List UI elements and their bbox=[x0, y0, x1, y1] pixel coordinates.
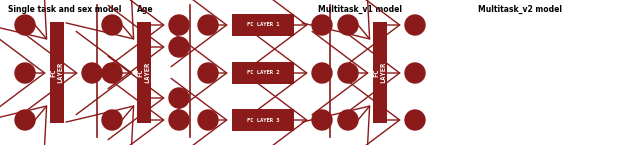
Circle shape bbox=[198, 15, 218, 35]
Text: FC
LAYER: FC LAYER bbox=[51, 62, 63, 83]
Circle shape bbox=[169, 110, 189, 130]
Circle shape bbox=[312, 15, 332, 35]
Text: FC
LAYER: FC LAYER bbox=[138, 62, 150, 83]
Circle shape bbox=[405, 15, 425, 35]
Bar bbox=[373, 22, 387, 123]
Text: Multitask_v1 model: Multitask_v1 model bbox=[318, 5, 402, 14]
Circle shape bbox=[198, 110, 218, 130]
Text: FC LAYER 3: FC LAYER 3 bbox=[247, 117, 279, 123]
Circle shape bbox=[405, 63, 425, 83]
Circle shape bbox=[169, 37, 189, 57]
Circle shape bbox=[169, 15, 189, 35]
Text: FC LAYER 1: FC LAYER 1 bbox=[247, 22, 279, 28]
Circle shape bbox=[102, 15, 122, 35]
Bar bbox=[232, 109, 294, 131]
Bar bbox=[137, 22, 151, 123]
Bar bbox=[232, 14, 294, 36]
Circle shape bbox=[102, 110, 122, 130]
Text: Age: Age bbox=[137, 5, 154, 14]
Circle shape bbox=[169, 88, 189, 108]
Circle shape bbox=[338, 110, 358, 130]
Circle shape bbox=[15, 110, 35, 130]
Circle shape bbox=[198, 63, 218, 83]
Circle shape bbox=[405, 110, 425, 130]
Text: Single task and sex model: Single task and sex model bbox=[8, 5, 122, 14]
Text: FC
LAYER: FC LAYER bbox=[374, 62, 387, 83]
Circle shape bbox=[338, 15, 358, 35]
Circle shape bbox=[338, 63, 358, 83]
Circle shape bbox=[15, 63, 35, 83]
Circle shape bbox=[82, 63, 102, 83]
Text: Multitask_v2 model: Multitask_v2 model bbox=[478, 5, 562, 14]
Bar bbox=[50, 22, 64, 123]
Bar bbox=[232, 62, 294, 84]
Circle shape bbox=[312, 110, 332, 130]
Circle shape bbox=[312, 63, 332, 83]
Text: FC LAYER 2: FC LAYER 2 bbox=[247, 70, 279, 76]
Circle shape bbox=[102, 63, 122, 83]
Circle shape bbox=[15, 15, 35, 35]
